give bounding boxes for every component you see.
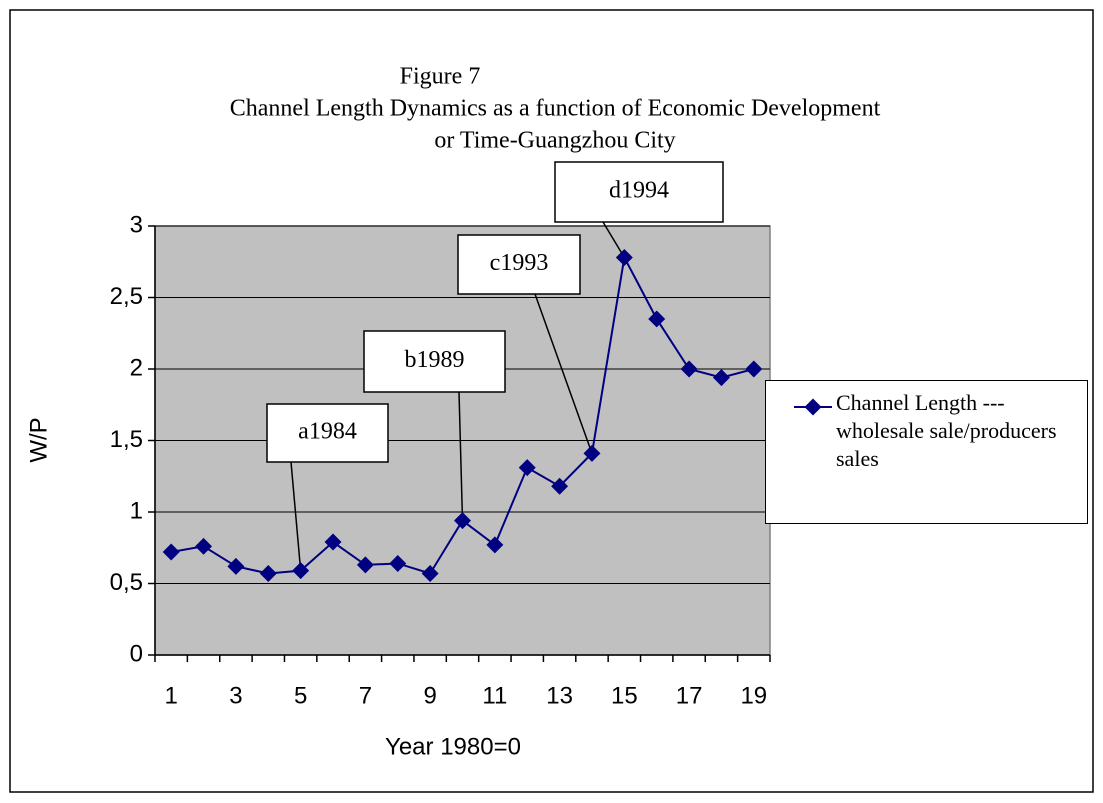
data-point	[712, 369, 730, 387]
data-point	[680, 360, 698, 378]
annotation-box	[266, 403, 389, 463]
x-tick-label: 15	[611, 682, 638, 709]
data-point	[162, 543, 180, 561]
chart-title: Figure 7	[400, 64, 481, 90]
y-tick-label: 1,5	[110, 426, 143, 453]
legend: Channel Length --- wholesale sale/produc…	[765, 380, 1088, 524]
annotation-box	[363, 330, 506, 393]
data-point	[518, 459, 536, 477]
annotation-leader	[290, 461, 302, 571]
data-point	[486, 536, 504, 554]
legend-label: Channel Length --- wholesale sale/produc…	[836, 390, 1057, 471]
x-tick-label: 7	[359, 682, 372, 709]
x-tick-label: 17	[676, 682, 703, 709]
data-point	[227, 557, 245, 575]
y-axis-label: W/P	[25, 417, 52, 462]
data-point	[454, 512, 471, 530]
annotation: d1994	[609, 178, 669, 204]
annotation: b1989	[405, 347, 465, 373]
data-point	[324, 533, 342, 551]
chart-subtitle: or Time-Guangzhou City	[434, 128, 675, 154]
y-tick-label: 0	[130, 640, 143, 667]
x-tick-label: 11	[482, 682, 507, 709]
annotation-leader	[534, 293, 593, 454]
data-point	[551, 477, 569, 495]
data-point	[259, 565, 277, 582]
x-tick-label: 1	[165, 682, 178, 709]
annotation: c1993	[490, 250, 549, 276]
legend-marker	[794, 398, 832, 416]
annotation-box	[554, 161, 724, 223]
data-point	[421, 565, 439, 582]
y-tick-label: 2	[130, 354, 143, 381]
annotation-box	[457, 234, 581, 295]
annotation: a1984	[298, 419, 357, 445]
data-point	[389, 554, 407, 572]
x-tick-label: 3	[229, 682, 242, 709]
data-point	[615, 248, 633, 266]
annotation-leader	[458, 391, 464, 521]
y-tick-label: 0,5	[110, 569, 143, 596]
data-point	[195, 537, 213, 555]
y-tick-label: 1	[130, 497, 143, 524]
data-point	[356, 556, 374, 574]
x-tick-label: 5	[294, 682, 307, 709]
data-point	[583, 444, 601, 462]
data-point	[648, 310, 666, 328]
chart-subtitle: Channel Length Dynamics as a function of…	[230, 96, 881, 122]
data-point	[745, 360, 763, 378]
data-point	[292, 562, 310, 580]
y-tick-label: 2,5	[110, 283, 143, 310]
annotation-leader	[602, 221, 625, 258]
x-tick-label: 19	[740, 682, 767, 709]
x-tick-label: 9	[423, 682, 436, 709]
x-axis-label: Year 1980=0	[385, 733, 521, 760]
x-tick-label: 13	[546, 682, 573, 709]
legend-dot	[804, 398, 822, 416]
y-tick-label: 3	[130, 211, 143, 238]
